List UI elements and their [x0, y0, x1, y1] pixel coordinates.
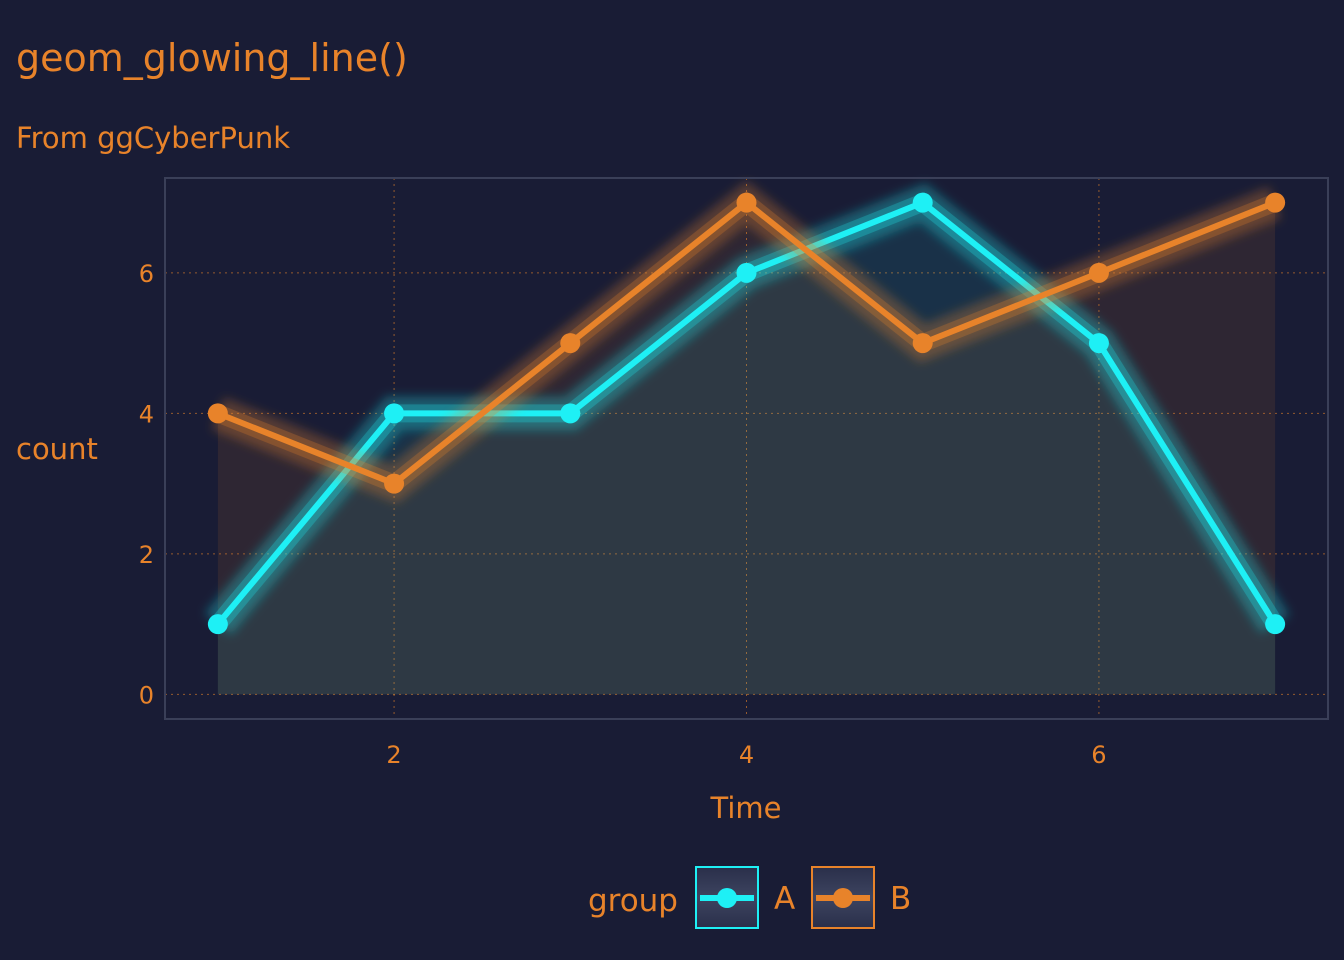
point-A-4 [736, 262, 757, 283]
series-lines [204, 180, 1290, 636]
legend-item-A: A [695, 866, 795, 929]
point-B-6 [1088, 262, 1109, 283]
point-A-7 [1265, 614, 1286, 635]
chart-subtitle: From ggCyberPunk [16, 121, 290, 155]
point-A-6 [1088, 333, 1109, 354]
point-A-1 [207, 614, 228, 635]
point-B-5 [912, 333, 933, 354]
plot-panel [164, 177, 1329, 720]
legend-key-point-B [833, 888, 853, 908]
y-axis-label: count [16, 432, 98, 466]
legend-label-B: B [890, 881, 911, 917]
x-axis-ticks: 2 4 6 [386, 741, 1106, 769]
point-B-7 [1265, 192, 1286, 213]
y-axis-ticks: 0 2 4 6 [139, 260, 154, 710]
legend-title: group [588, 883, 678, 919]
y-tick-label-6: 6 [139, 260, 154, 288]
point-B-1 [207, 403, 228, 424]
point-B-3 [560, 333, 581, 354]
point-B-4 [736, 192, 757, 213]
point-A-5 [912, 192, 933, 213]
legend-key-point-A [717, 888, 737, 908]
legend: group A B [588, 866, 911, 929]
y-tick-label-2: 2 [139, 541, 154, 569]
x-tick-label-2: 2 [386, 741, 401, 769]
chart-title: geom_glowing_line() [16, 36, 408, 80]
x-tick-label-4: 4 [739, 741, 754, 769]
x-axis-label: Time [710, 791, 782, 825]
point-A-2 [384, 403, 405, 424]
point-B-2 [384, 473, 405, 494]
point-A-3 [560, 403, 581, 424]
legend-label-A: A [774, 881, 795, 917]
legend-item-B: B [811, 866, 911, 929]
y-tick-label-4: 4 [139, 400, 154, 428]
x-tick-label-6: 6 [1091, 741, 1106, 769]
y-tick-label-0: 0 [139, 681, 154, 709]
